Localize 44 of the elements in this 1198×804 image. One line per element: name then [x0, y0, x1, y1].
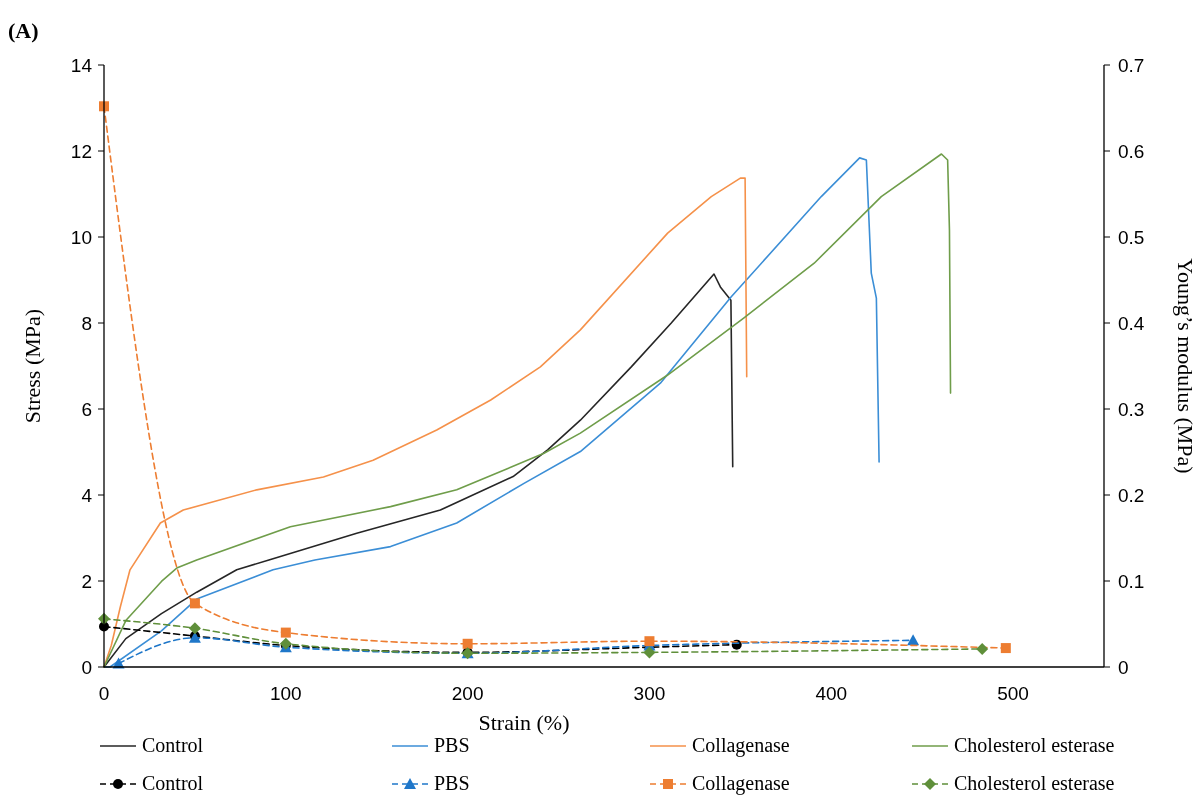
- point: [188, 622, 201, 635]
- y-axis-title: Stress (MPa): [20, 308, 45, 424]
- y2-tick-label: 0.7: [1118, 54, 1145, 76]
- y-tick-label: 2: [81, 570, 92, 592]
- y2-tick-label: 0.2: [1118, 484, 1145, 506]
- y-tick-label: 8: [81, 312, 92, 334]
- y2-tick-label: 0.4: [1118, 312, 1145, 334]
- x-tick-label: 0: [98, 683, 110, 704]
- y2-tick-label: 0.6: [1118, 140, 1145, 162]
- legend-label: Collagenase: [692, 734, 790, 757]
- legend-label: Control: [142, 734, 204, 756]
- point: [907, 634, 920, 646]
- y-tick-label: 14: [70, 54, 93, 76]
- point: [643, 646, 656, 659]
- x-tick-label: 300: [633, 683, 666, 704]
- y-tick-label: 4: [81, 484, 93, 506]
- point: [1000, 643, 1011, 654]
- line-series: [103, 273, 734, 668]
- y2-tick-label: 0: [1118, 656, 1129, 678]
- y-tick-label: 0: [81, 656, 92, 678]
- x-tick-label: 100: [269, 683, 302, 704]
- x-tick-label: 500: [997, 683, 1029, 704]
- point: [462, 638, 473, 649]
- y2-tick-label: 0.1: [1118, 570, 1145, 592]
- legend-label: Cholesterol esterase: [954, 772, 1115, 794]
- point: [976, 642, 989, 655]
- x-tick-label: 200: [451, 683, 484, 704]
- legend-label: Cholesterol esterase: [954, 734, 1115, 756]
- point: [280, 627, 291, 638]
- y-tick-label: 12: [70, 140, 92, 162]
- legend-label: Collagenase: [692, 772, 790, 795]
- point: [189, 598, 200, 609]
- y2-axis-title: Young’s modulus (MPa): [1173, 258, 1198, 474]
- legend-label: PBS: [434, 772, 470, 794]
- y-tick-label: 6: [81, 398, 92, 420]
- point: [644, 636, 655, 647]
- chart-title: (A): [8, 18, 39, 43]
- x-tick-label: 400: [815, 683, 848, 704]
- y2-tick-label: 0.5: [1118, 226, 1145, 248]
- legend-label: Control: [142, 772, 204, 794]
- x-axis-title: Strain (%): [478, 710, 570, 735]
- y2-tick-label: 0.3: [1118, 398, 1145, 420]
- y-tick-label: 10: [70, 226, 92, 248]
- legend-label: PBS: [434, 734, 470, 756]
